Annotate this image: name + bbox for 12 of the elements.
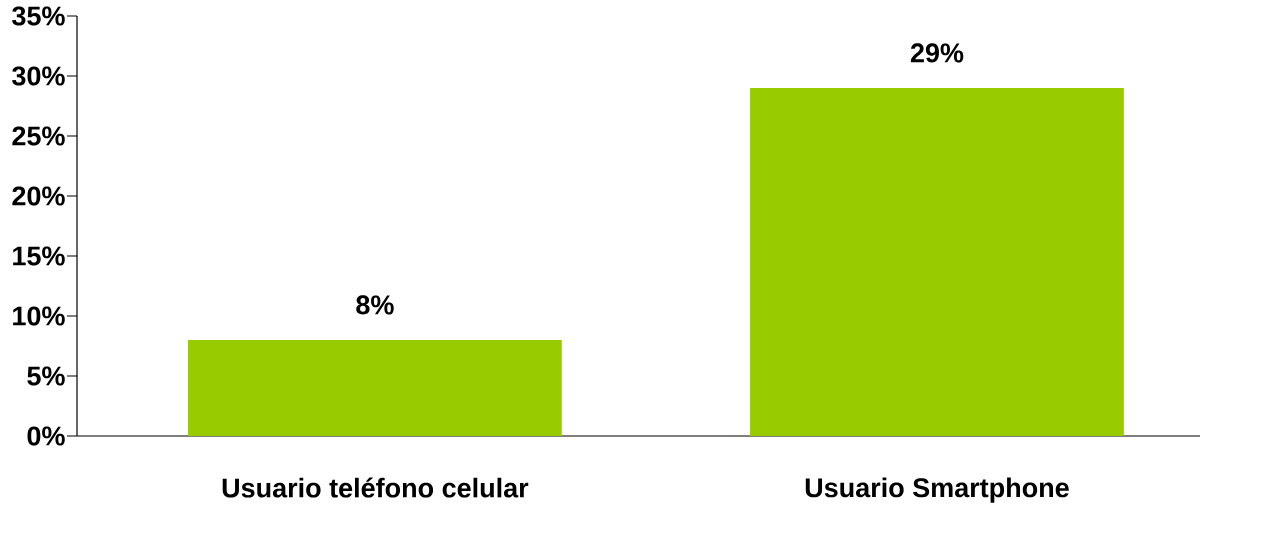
y-tick-label: 0% — [27, 426, 65, 446]
y-tick-label: 35% — [12, 6, 65, 26]
x-tick-label: Usuario teléfono celular — [222, 477, 529, 498]
x-tick-label: Usuario Smartphone — [805, 477, 1069, 503]
y-tick-label: 25% — [12, 126, 65, 146]
y-tick-label: 15% — [13, 246, 65, 266]
y-tick-label: 5% — [27, 366, 65, 386]
y-tick-label: 30% — [12, 66, 65, 86]
y-tick-label: 20% — [12, 186, 65, 206]
data-label: 8% — [356, 295, 394, 315]
data-label: 29% — [910, 43, 964, 63]
y-tick-label: 10% — [13, 306, 65, 326]
